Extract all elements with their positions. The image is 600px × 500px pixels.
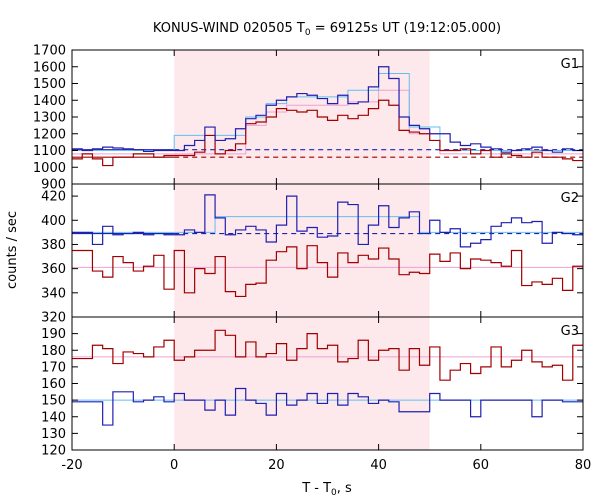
panel-series-group	[72, 329, 583, 426]
x-tick-label: 80	[575, 458, 592, 473]
series-line-red	[72, 99, 583, 167]
x-tick-label: 0	[170, 458, 178, 473]
panel-label: G2	[561, 191, 579, 206]
y-tick-label: 900	[41, 178, 66, 193]
y-tick-label: 150	[41, 394, 66, 409]
y-tick-label: 400	[41, 214, 66, 229]
y-tick-label: 1500	[33, 77, 66, 92]
panel-label: G3	[561, 324, 579, 339]
y-tick-label: 1100	[33, 144, 66, 159]
x-tick-label: 40	[370, 458, 387, 473]
y-tick-label: 120	[41, 444, 66, 459]
y-tick-label: 170	[41, 360, 66, 375]
highlight-band	[174, 50, 430, 450]
y-tick-label: 360	[41, 262, 66, 277]
y-tick-label: 130	[41, 427, 66, 442]
y-tick-label: 420	[41, 190, 66, 205]
panel-series-group	[72, 194, 583, 298]
y-tick-label: 340	[41, 286, 66, 301]
panel-series-group	[72, 66, 583, 167]
series-line-cyan	[72, 216, 583, 233]
y-tick-label: 140	[41, 410, 66, 425]
y-tick-label: 1000	[33, 161, 66, 176]
x-tick-label: 20	[268, 458, 285, 473]
y-tick-label: 160	[41, 377, 66, 392]
x-tick-label: -20	[61, 458, 82, 473]
series-line-blue	[72, 66, 583, 153]
panel-label: G1	[561, 57, 579, 72]
series-line-red	[72, 245, 583, 298]
y-tick-label: 1200	[33, 127, 66, 142]
x-axis-label: T - T0, s	[301, 481, 352, 498]
y-tick-label: 320	[41, 311, 66, 326]
series-line-blue	[72, 194, 583, 248]
series-line-blue	[72, 387, 583, 426]
plot-area: 90010001100120013001400150016001700G1320…	[33, 44, 591, 474]
x-tick-label: 60	[473, 458, 490, 473]
y-tick-label: 180	[41, 344, 66, 359]
y-tick-label: 1700	[33, 44, 66, 59]
series-line-pink	[72, 89, 583, 155]
y-axis-label: counts / sec	[5, 211, 20, 289]
y-tick-label: 1400	[33, 94, 66, 109]
y-tick-label: 190	[41, 327, 66, 342]
y-tick-label: 1300	[33, 111, 66, 126]
y-tick-label: 1600	[33, 60, 66, 75]
y-tick-label: 380	[41, 238, 66, 253]
chart-title: KONUS-WIND 020505 T0 = 69125s UT (19:12:…	[153, 21, 501, 38]
series-line-red	[72, 329, 583, 381]
